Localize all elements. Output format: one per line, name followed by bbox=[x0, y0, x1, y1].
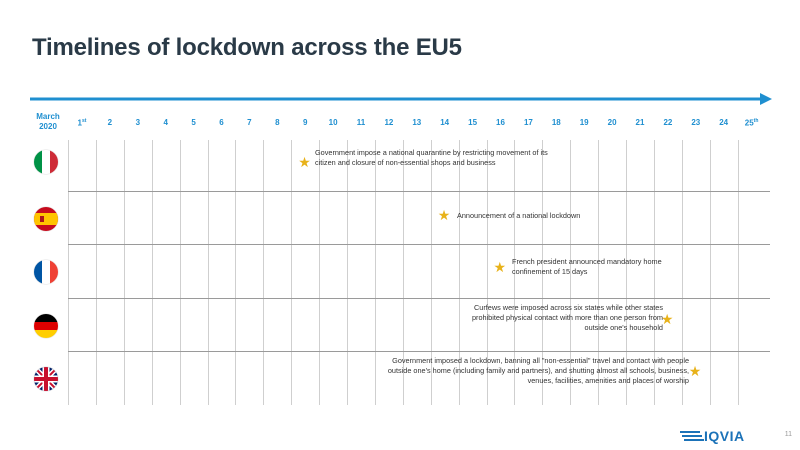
day-label: 13 bbox=[412, 118, 422, 127]
event-note: Government impose a national quarantine … bbox=[315, 148, 548, 167]
day-label: 14 bbox=[440, 118, 450, 127]
grid-column-line bbox=[653, 140, 655, 405]
row-divider bbox=[68, 191, 770, 192]
event-star-icon: ★ bbox=[688, 363, 702, 379]
grid-column-line bbox=[626, 140, 628, 405]
grid-column-line bbox=[598, 140, 600, 405]
timeline-arrow bbox=[30, 93, 772, 105]
row-divider bbox=[68, 351, 770, 352]
event-note: French president announced mandatory hom… bbox=[512, 257, 662, 276]
grid-column-line bbox=[68, 140, 70, 405]
day-label: 17 bbox=[523, 118, 533, 127]
day-label: 5 bbox=[191, 118, 196, 127]
logo-mark-icon bbox=[680, 431, 704, 441]
grid-column-line bbox=[458, 140, 460, 405]
grid-column-line bbox=[542, 140, 544, 405]
day-label: 24 bbox=[719, 118, 729, 127]
event-star-icon: ★ bbox=[437, 207, 451, 223]
day-label: 2 bbox=[107, 118, 113, 127]
day-label: 16 bbox=[496, 118, 505, 127]
day-label: 25th bbox=[744, 118, 759, 128]
grid-column-line bbox=[179, 140, 181, 405]
event-star-icon: ★ bbox=[493, 259, 507, 275]
day-label: 12 bbox=[384, 118, 394, 127]
event-note: Government imposed a lockdown, banning a… bbox=[387, 356, 689, 385]
day-label: 7 bbox=[247, 118, 252, 127]
grid-column-line bbox=[263, 140, 265, 405]
day-label: 18 bbox=[551, 118, 561, 127]
event-note: Curfews were imposed across six states w… bbox=[471, 303, 663, 332]
page-title: Timelines of lockdown across the EU5 bbox=[32, 34, 462, 61]
grid-column-line bbox=[374, 140, 376, 405]
day-label: 1st bbox=[77, 118, 87, 128]
day-label: 21 bbox=[635, 118, 645, 127]
day-label: 8 bbox=[275, 118, 280, 127]
grid-column-line bbox=[291, 140, 293, 405]
grid-column-line bbox=[207, 140, 209, 405]
day-label: 4 bbox=[163, 118, 168, 127]
grid-column-line bbox=[95, 140, 97, 405]
row-divider bbox=[68, 244, 770, 245]
day-label: 23 bbox=[691, 118, 701, 127]
grid-column-line bbox=[402, 140, 404, 405]
day-label: 15 bbox=[468, 118, 478, 127]
grid-column-line bbox=[514, 140, 516, 405]
row-divider bbox=[68, 298, 770, 299]
grid-column-line bbox=[430, 140, 432, 405]
uk-flag-icon bbox=[34, 366, 58, 391]
day-label: 19 bbox=[579, 118, 589, 127]
month-label: March 2020 bbox=[36, 112, 60, 131]
grid-column-line bbox=[123, 140, 125, 405]
germany-flag-icon bbox=[34, 313, 58, 338]
grid-column-line bbox=[737, 140, 739, 405]
day-label: 22 bbox=[663, 118, 673, 127]
event-star-icon: ★ bbox=[660, 311, 674, 327]
logo-text: IQVIA bbox=[704, 428, 745, 444]
italy-flag-icon bbox=[34, 149, 58, 174]
grid-column-line bbox=[570, 140, 572, 405]
event-note: Announcement of a national lockdown bbox=[457, 211, 581, 220]
grid-column-line bbox=[486, 140, 488, 405]
grid-column-line bbox=[319, 140, 321, 405]
day-label: 9 bbox=[302, 118, 308, 127]
grid-column-line bbox=[151, 140, 153, 405]
france-flag-icon bbox=[34, 259, 58, 284]
grid-column-line bbox=[709, 140, 711, 405]
day-label: 11 bbox=[356, 118, 366, 127]
day-label: 3 bbox=[135, 118, 141, 127]
grid-column-line bbox=[347, 140, 349, 405]
day-label: 20 bbox=[607, 118, 617, 127]
page-number: 11 bbox=[784, 431, 792, 438]
grid-column-line bbox=[681, 140, 683, 405]
iqvia-logo: IQVIA bbox=[680, 428, 745, 444]
event-star-icon: ★ bbox=[298, 154, 311, 170]
grid-column-line bbox=[235, 140, 237, 405]
spain-flag-icon bbox=[34, 206, 58, 231]
day-label: 10 bbox=[328, 118, 338, 127]
day-label: 6 bbox=[219, 118, 224, 127]
